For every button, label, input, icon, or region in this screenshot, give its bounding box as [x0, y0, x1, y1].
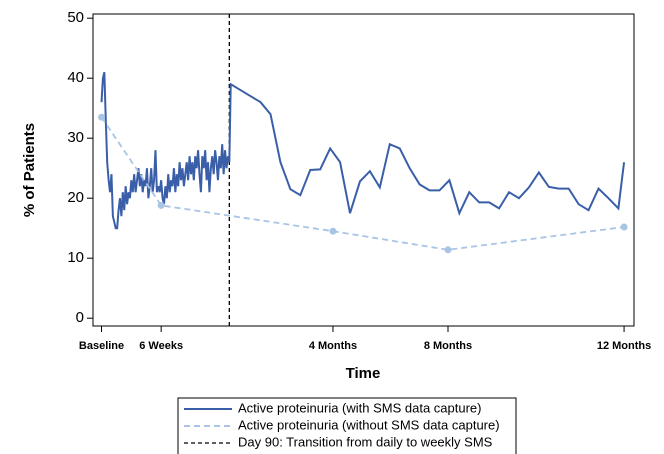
legend-label: Active proteinuria (without SMS data cap… [238, 417, 500, 432]
x-tick-label: 6 Weeks [139, 340, 183, 352]
point [98, 113, 106, 121]
y-tick-label: 0 [76, 309, 84, 326]
series-line [100, 71, 626, 230]
point [444, 246, 452, 254]
y-tick-label: 10 [67, 249, 84, 266]
y-tick-label: 30 [67, 129, 84, 146]
plot-frame [92, 13, 635, 327]
x-tick-label: Baseline [79, 340, 124, 352]
point [157, 201, 165, 209]
y-tick-label: 50 [67, 9, 84, 26]
y-tick-label: 40 [67, 69, 84, 86]
point [620, 223, 628, 231]
x-tick-label: 8 Months [424, 340, 472, 352]
legend-label: Day 90: Transition from daily to weekly … [238, 434, 493, 449]
x-axis-label: Time [346, 365, 381, 382]
y-tick-label: 20 [67, 189, 84, 206]
point [329, 227, 337, 235]
y-axis-label: % of Patients [21, 123, 38, 217]
legend-label: Active proteinuria (with SMS data captur… [238, 400, 482, 415]
x-tick-label: 4 Months [309, 340, 357, 352]
x-tick-label: 12 Months [597, 340, 651, 352]
legend-box [177, 397, 517, 454]
